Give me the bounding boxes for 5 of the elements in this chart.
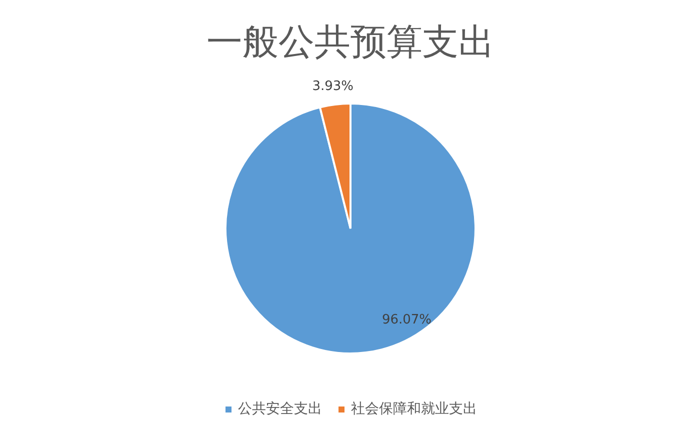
data-label: 96.07%	[382, 312, 432, 328]
legend-label: 社会保障和就业支出	[351, 400, 477, 418]
chart-title: 一般公共预算支出	[206, 22, 494, 63]
legend-label: 公共安全支出	[238, 400, 322, 418]
data-label: 3.93%	[312, 79, 354, 94]
